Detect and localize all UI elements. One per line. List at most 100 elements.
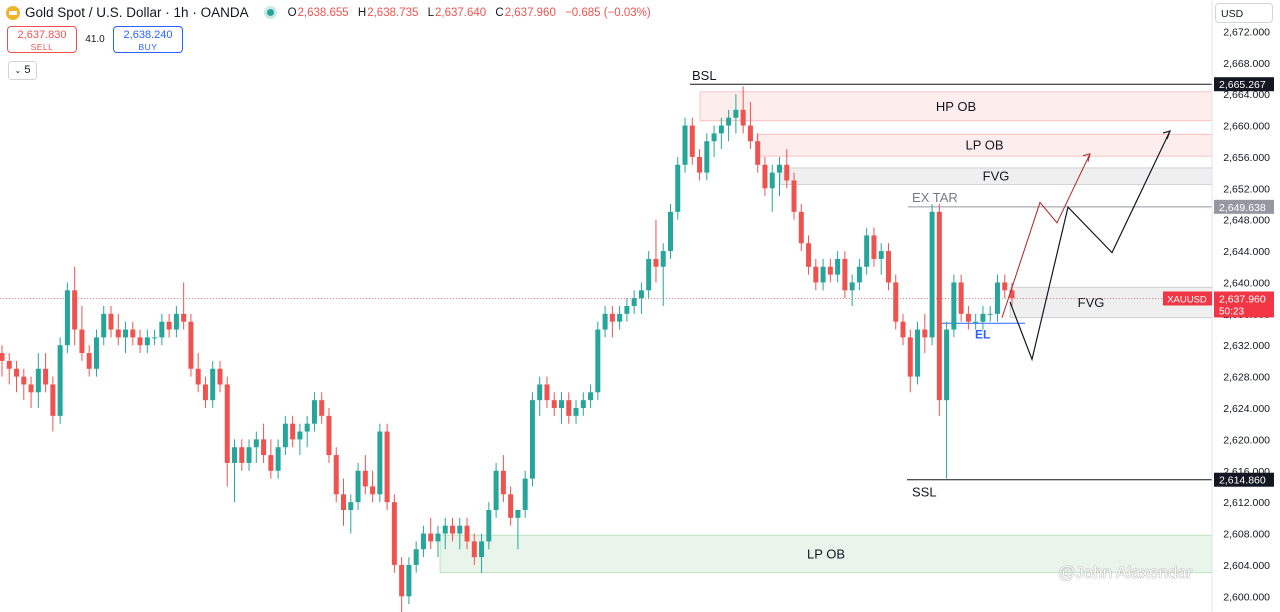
low-key: L (427, 6, 434, 19)
candle-body (675, 164, 681, 212)
candle-body (856, 266, 862, 283)
candle-body (566, 400, 572, 416)
candle-body (64, 290, 70, 346)
price-tag-label: 2,614.860 (1219, 475, 1266, 487)
candle-body (878, 251, 884, 259)
candle-body (202, 384, 208, 401)
buy-label: BUY (138, 42, 158, 52)
candle-body (617, 313, 623, 322)
candle-body (551, 400, 557, 408)
currency-selector[interactable]: USD (1215, 3, 1273, 23)
price-tick-label: 2,600.000 (1223, 591, 1270, 603)
symbol-title[interactable]: Gold Spot / U.S. Dollar · 1h · OANDA (25, 5, 249, 20)
candle-body (733, 109, 739, 118)
price-tick-label: 2,664.000 (1223, 89, 1270, 101)
candle-body (384, 431, 390, 503)
price-tick-label: 2,604.000 (1223, 560, 1270, 572)
author-watermark: @John Alaxendar (1058, 563, 1192, 583)
current-price-label: 2,637.960 (1219, 293, 1266, 305)
candle-body (776, 164, 782, 173)
indicator-count: 5 (24, 64, 31, 76)
candle-body (428, 533, 434, 542)
candle-body (101, 313, 107, 338)
candle-body (108, 313, 114, 330)
candle-body (762, 164, 768, 189)
candle-body (544, 384, 550, 401)
bsl-label: BSL (692, 68, 717, 83)
candle-body (290, 423, 296, 440)
candle-body (210, 368, 216, 401)
candle-body (915, 329, 921, 377)
candle-body (304, 423, 310, 432)
candle-body (93, 337, 99, 369)
spread-value: 41.0 (85, 34, 105, 45)
candle-body (486, 510, 492, 542)
candle-body (14, 368, 20, 377)
close-value: 2,637.960 (504, 6, 556, 19)
candle-body (987, 313, 993, 315)
candle-body (791, 180, 797, 212)
high-value: 2,638.735 (367, 6, 419, 19)
candle-body (370, 486, 376, 495)
candle-body (994, 282, 1000, 314)
candle-body (442, 525, 448, 534)
candle-body (86, 353, 92, 369)
candle-body (0, 353, 5, 361)
price-tick-label: 2,608.000 (1223, 529, 1270, 541)
price-tag (1214, 199, 1274, 214)
candle-body (646, 258, 652, 291)
zone-box (439, 534, 1213, 574)
price-tick-label: 2,648.000 (1223, 215, 1270, 227)
candle-body (573, 408, 579, 416)
candle-body (406, 564, 412, 597)
candle-body (362, 470, 368, 487)
candle-body (588, 392, 594, 401)
candle-body (1002, 282, 1008, 291)
price-tick-label: 2,624.000 (1223, 403, 1270, 415)
candle-body (28, 384, 34, 393)
price-tick-label: 2,652.000 (1223, 183, 1270, 195)
candle-body (173, 313, 179, 330)
candle-body (697, 156, 703, 173)
low-value: 2,637.640 (435, 6, 487, 19)
candle-body (529, 400, 535, 479)
price-tick-label: 2,644.000 (1223, 246, 1270, 258)
price-tag-label: 2,649.638 (1219, 202, 1266, 214)
candle-body (522, 478, 528, 510)
candle-body (72, 290, 78, 330)
candle-body (827, 266, 833, 275)
market-open-icon (266, 9, 274, 16)
candle-body (929, 211, 935, 338)
candle-body (464, 525, 470, 542)
candle-body (130, 329, 136, 338)
candle-body (399, 564, 405, 597)
candle-body (144, 337, 150, 346)
ex-tar-label: EX TAR (912, 190, 958, 205)
candle-body (43, 368, 49, 385)
current-price-tag (1214, 291, 1274, 318)
projection-red-path (1001, 153, 1091, 318)
candle-body (769, 172, 775, 189)
candle-body (152, 337, 158, 339)
candle-body (217, 368, 223, 385)
candle-body (893, 282, 899, 322)
candle-body (631, 298, 637, 306)
candle-body (609, 313, 615, 322)
sell-label: SELL (30, 42, 54, 52)
candle-body (980, 313, 986, 322)
open-key: O (287, 6, 297, 19)
candle-body (537, 384, 543, 401)
open-value: 2,638.655 (297, 6, 349, 19)
candle-body (391, 502, 397, 565)
sell-button[interactable]: 2,637.830 SELL (7, 26, 77, 53)
candle-body (595, 329, 601, 393)
buy-button[interactable]: 2,638.240 BUY (113, 26, 183, 53)
candle-body (820, 266, 826, 283)
symbol-tag (1163, 291, 1212, 306)
candle-body (420, 533, 426, 550)
candle-body (457, 525, 463, 534)
indicators-collapse-button[interactable]: ⌄ 5 (8, 61, 37, 80)
candle-body (311, 400, 317, 424)
candle-body (864, 235, 870, 267)
